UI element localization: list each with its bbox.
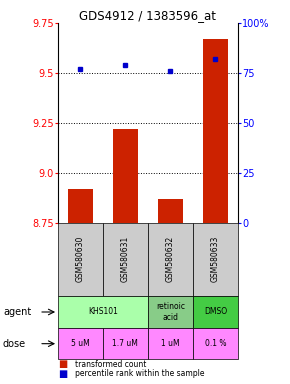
Text: agent: agent xyxy=(3,307,31,317)
Bar xyxy=(148,223,193,296)
Text: dose: dose xyxy=(3,339,26,349)
Text: DMSO: DMSO xyxy=(204,308,227,316)
Text: GSM580631: GSM580631 xyxy=(121,236,130,282)
Bar xyxy=(203,39,228,223)
Bar xyxy=(193,223,238,296)
Bar xyxy=(103,328,148,359)
Bar xyxy=(193,296,238,328)
Text: transformed count: transformed count xyxy=(75,359,147,369)
Text: KHS101: KHS101 xyxy=(88,308,118,316)
Bar xyxy=(58,296,148,328)
Bar xyxy=(148,296,193,328)
Text: 0.1 %: 0.1 % xyxy=(204,339,226,348)
Bar xyxy=(148,328,193,359)
Bar xyxy=(58,328,103,359)
Text: GSM580633: GSM580633 xyxy=(211,236,220,282)
Bar xyxy=(58,223,103,296)
Bar xyxy=(68,189,93,223)
Text: GSM580630: GSM580630 xyxy=(76,236,85,282)
Bar xyxy=(158,199,183,223)
Bar xyxy=(193,328,238,359)
Text: ■: ■ xyxy=(58,359,67,369)
Text: 5 uM: 5 uM xyxy=(71,339,90,348)
Text: ■: ■ xyxy=(58,369,67,379)
Text: GSM580632: GSM580632 xyxy=(166,236,175,282)
Bar xyxy=(103,223,148,296)
Text: 1.7 uM: 1.7 uM xyxy=(113,339,138,348)
Title: GDS4912 / 1383596_at: GDS4912 / 1383596_at xyxy=(79,9,216,22)
Bar xyxy=(113,129,138,223)
Text: percentile rank within the sample: percentile rank within the sample xyxy=(75,369,205,378)
Text: retinoic
acid: retinoic acid xyxy=(156,302,185,322)
Text: 1 uM: 1 uM xyxy=(161,339,180,348)
